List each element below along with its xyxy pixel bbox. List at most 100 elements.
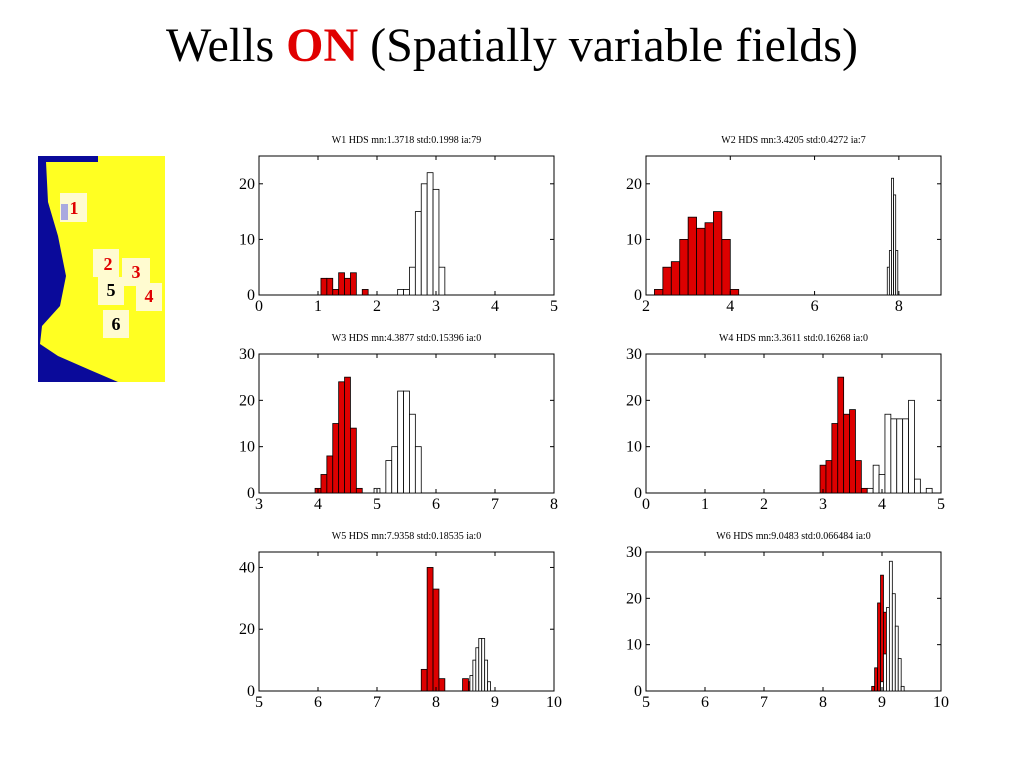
chart-3-xtick-label-5: 8 bbox=[550, 496, 558, 513]
chart-1-red-bar-0 bbox=[320, 277, 328, 296]
well-marker-2 bbox=[93, 249, 119, 277]
chart-4-red-bar-1 bbox=[825, 460, 833, 494]
chart-3-xtick-label-2: 5 bbox=[373, 496, 381, 513]
chart-4-red-bar-3 bbox=[837, 376, 845, 494]
chart-2-title: W2 HDS mn:3.4205 std:0.4272 ia:7 bbox=[721, 135, 865, 146]
chart-1-red-bar-6 bbox=[361, 289, 369, 296]
well-label-6: 6 bbox=[112, 314, 121, 334]
chart-4-xtick-label-3: 3 bbox=[819, 496, 827, 513]
chart-5-white-bar-2 bbox=[475, 647, 480, 692]
chart-1-xtick-label-0: 0 bbox=[255, 298, 263, 315]
chart-2-red-bar-8 bbox=[721, 239, 731, 296]
chart-1-ytick-label-1: 10 bbox=[239, 231, 255, 248]
chart-4-xtick-label-5: 5 bbox=[937, 496, 945, 513]
chart-5-red-bar-4 bbox=[462, 678, 469, 692]
chart-3-xtick-label-0: 3 bbox=[255, 496, 263, 513]
well-marker-3 bbox=[122, 258, 150, 286]
chart-3-white-bar-1 bbox=[385, 460, 393, 494]
chart-4-white-bar-6 bbox=[902, 418, 909, 494]
chart-4-red-bar-5 bbox=[849, 409, 856, 494]
histogram-w4: W4 HDS mn:3.3611 std:0.16268 ia:0 0 1 2 3 4 5 0… bbox=[606, 331, 958, 519]
chart-4-xtick-label-0: 0 bbox=[642, 496, 650, 513]
chart-2-red-bar-1 bbox=[662, 266, 672, 296]
histogram-w5: W5 HDS mn:7.9358 std:0.18535 ia:0 5 6 7 8 9 10… bbox=[219, 529, 571, 717]
well-label-3: 3 bbox=[132, 262, 141, 282]
chart-5-ytick-label-1: 20 bbox=[239, 621, 255, 638]
chart-5-red-bar-1 bbox=[426, 567, 434, 692]
chart-5-title: W5 HDS mn:7.9358 std:0.18535 ia:0 bbox=[332, 531, 481, 542]
chart-1-title: W1 HDS mn:1.3718 std:0.1998 ia:79 bbox=[332, 135, 481, 146]
histogram-w2: W2 HDS mn:3.4205 std:0.4272 ia:7 2 4 6 8 0 10 2… bbox=[606, 133, 958, 321]
chart-2-xtick-label-1: 4 bbox=[726, 298, 734, 315]
chart-1-xtick-label-2: 2 bbox=[373, 298, 381, 315]
title-highlight: ON bbox=[286, 19, 359, 72]
chart-5-white-bar-1 bbox=[472, 659, 477, 692]
chart-6-xtick-label-0: 5 bbox=[642, 694, 650, 711]
chart-5-white-bar-5 bbox=[484, 659, 489, 692]
chart-1-ytick-label-2: 20 bbox=[239, 176, 255, 193]
well-label-4: 4 bbox=[145, 286, 154, 306]
chart-5-xtick-label-0: 5 bbox=[255, 694, 263, 711]
chart-5-red-bar-0 bbox=[420, 668, 428, 692]
chart-4-white-bar-7 bbox=[908, 399, 915, 494]
chart-4-xtick-label-2: 2 bbox=[760, 496, 768, 513]
chart-3-xtick-label-3: 6 bbox=[432, 496, 440, 513]
chart-6-ytick-label-3: 30 bbox=[626, 544, 642, 561]
chart-6-xtick-label-1: 6 bbox=[701, 694, 709, 711]
chart-5-ytick-label-2: 40 bbox=[239, 559, 255, 576]
chart-4-ytick-label-2: 20 bbox=[626, 392, 642, 409]
histogram-w1: W1 HDS mn:1.3718 std:0.1998 ia:79 0 1 2 3 4 5 0… bbox=[219, 133, 571, 321]
chart-3-title: W3 HDS mn:4.3877 std:0.15396 ia:0 bbox=[332, 333, 481, 344]
chart-1-white-bar-6 bbox=[432, 188, 440, 296]
chart-2-xtick-label-0: 2 bbox=[642, 298, 650, 315]
chart-6-xtick-label-2: 7 bbox=[760, 694, 768, 711]
chart-6-white-bar-4 bbox=[891, 593, 896, 692]
chart-6-red-bar-1 bbox=[874, 667, 878, 692]
chart-6-ytick-label-1: 10 bbox=[626, 637, 642, 654]
well-marker-1-shadow bbox=[61, 204, 68, 220]
chart-1-white-bar-1 bbox=[403, 289, 410, 296]
chart-1-white-bar-2 bbox=[409, 266, 416, 296]
histogram-w3: W3 HDS mn:4.3877 std:0.15396 ia:0 3 4 5 6 7 8 0… bbox=[219, 331, 571, 519]
chart-2-red-bar-6 bbox=[704, 222, 714, 296]
histogram-w6: W6 HDS mn:9.0483 std:0.066484 ia:0 5 6 7 8 9 1… bbox=[606, 529, 958, 717]
chart-6-white-bar-7 bbox=[900, 685, 905, 692]
chart-3-red-bar-6 bbox=[350, 427, 357, 494]
chart-2-xtick-label-2: 6 bbox=[811, 298, 819, 315]
chart-5-plot-area bbox=[258, 551, 555, 692]
chart-6-xtick-label-4: 9 bbox=[878, 694, 886, 711]
chart-6-white-bar-5 bbox=[894, 625, 899, 692]
chart-4-red-bar-7 bbox=[860, 487, 868, 494]
chart-1-white-bar-7 bbox=[438, 266, 446, 296]
chart-4-white-bar-0 bbox=[866, 487, 874, 494]
chart-3-ytick-label-1: 10 bbox=[239, 439, 255, 456]
chart-2-red-bar-9 bbox=[729, 289, 740, 296]
chart-2-red-bar-3 bbox=[679, 239, 689, 296]
chart-2-xtick-label-3: 8 bbox=[895, 298, 903, 315]
chart-1-xtick-label-3: 3 bbox=[432, 298, 440, 315]
chart-2-red-bar-4 bbox=[687, 216, 697, 296]
chart-4-white-bar-3 bbox=[884, 413, 892, 494]
chart-1-red-bar-1 bbox=[326, 277, 334, 296]
well-label-5: 5 bbox=[107, 280, 116, 300]
chart-1-white-bar-4 bbox=[420, 183, 428, 296]
chart-4-title: W4 HDS mn:3.3611 std:0.16268 ia:0 bbox=[719, 333, 868, 344]
chart-5-xtick-label-2: 7 bbox=[373, 694, 381, 711]
chart-3-red-bar-4 bbox=[338, 381, 345, 494]
chart-2-red-bar-5 bbox=[696, 227, 706, 296]
slide-title: Wells ON (Spatially variable fields) bbox=[0, 18, 1024, 73]
well-label-1: 1 bbox=[70, 198, 79, 218]
chart-4-xtick-label-1: 1 bbox=[701, 496, 709, 513]
chart-3-red-bar-1 bbox=[320, 474, 328, 494]
chart-2-white-bar-4 bbox=[895, 250, 899, 296]
well-marker-4 bbox=[136, 283, 162, 311]
chart-1-red-bar-4 bbox=[344, 277, 351, 296]
chart-1-red-bar-5 bbox=[350, 272, 357, 296]
well-label-2: 2 bbox=[104, 254, 113, 274]
chart-3-white-bar-2 bbox=[391, 446, 399, 494]
chart-4-white-bar-1 bbox=[872, 464, 880, 494]
chart-4-xtick-label-4: 4 bbox=[878, 496, 886, 513]
chart-6-red-bar-3 bbox=[880, 574, 884, 692]
chart-2-white-bar-3 bbox=[893, 194, 897, 296]
chart-4-red-bar-6 bbox=[855, 460, 862, 494]
